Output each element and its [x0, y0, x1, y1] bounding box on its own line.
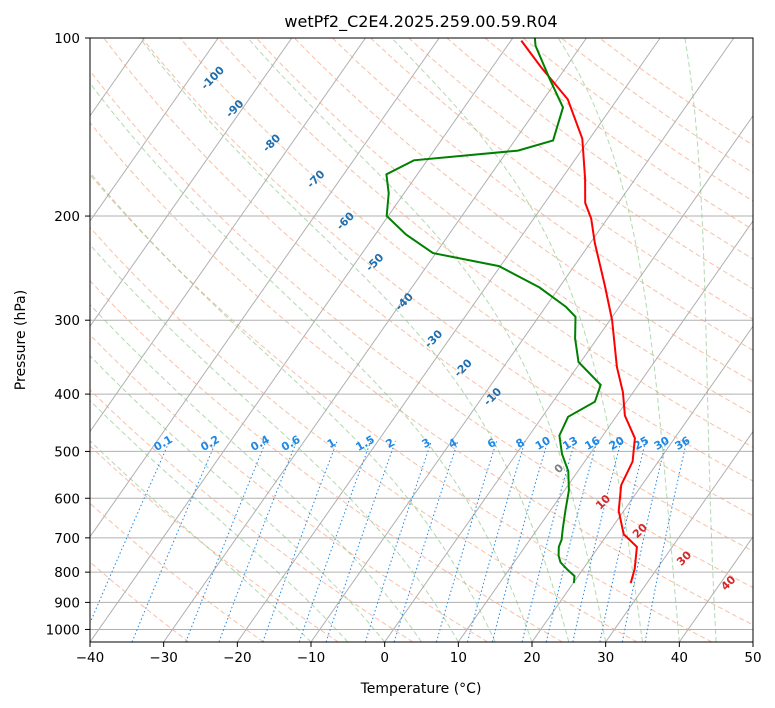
moist-adiabat-line: [391, 38, 643, 642]
y-axis-label: Pressure (hPa): [13, 290, 29, 390]
isotherm-line: [457, 220, 753, 642]
moist-adiabat-line: [90, 243, 459, 642]
y-tick-label: 700: [54, 531, 80, 547]
dry-adiabat-line: [90, 561, 190, 642]
mixing-ratio-line: [364, 440, 433, 642]
x-tick-label: −40: [76, 650, 105, 666]
x-axis-label: Temperature (°C): [360, 681, 482, 697]
mixing-ratio-line: [644, 440, 688, 642]
mixing-ratio-line: [90, 440, 171, 625]
mixing-ratio-line: [435, 440, 498, 642]
x-tick-label: −20: [223, 650, 252, 666]
dry-adiabat-line: [90, 279, 563, 642]
isotherm-line: [90, 38, 440, 538]
mixing-ratio-line: [572, 440, 622, 642]
dry-adiabat-line: [103, 38, 753, 552]
y-tick-label: 200: [54, 209, 80, 225]
moist-adiabat-line: [684, 38, 717, 642]
mixing-ratio-line: [467, 440, 526, 642]
x-tick-label: 20: [523, 650, 540, 666]
y-tick-label: 400: [54, 387, 80, 403]
isotherm-line: [384, 114, 753, 642]
isotherm-line: [163, 38, 587, 642]
mixing-ratio-line: [599, 440, 647, 642]
isotherm-line: [605, 430, 753, 642]
moist-adiabat-line: [90, 82, 533, 642]
dewpoint-profile-line: [385, 38, 602, 584]
x-tick-label: 30: [597, 650, 614, 666]
dry-adiabat-line: [90, 334, 488, 642]
dry-adiabat-line: [141, 38, 753, 517]
y-tick-label: 800: [54, 565, 80, 581]
y-axis: 100 200 300 400 500 600 700 800 900 1000: [46, 31, 90, 638]
moist-adiabat-line: [90, 399, 349, 642]
mixing-ratio-line: [491, 440, 549, 642]
chart-title: wetPf2_C2E4.2025.259.00.59.R04: [284, 12, 557, 32]
isotherm-line: [90, 38, 293, 328]
moist-adiabat-line: [90, 303, 422, 642]
mixing-ratio-line: [521, 440, 576, 642]
mixing-ratio-line: [262, 440, 338, 642]
mixing-ratio-line: [621, 440, 667, 642]
y-tick-label: 600: [54, 491, 80, 507]
y-tick-label: 500: [54, 444, 80, 460]
y-tick-label: 100: [54, 31, 80, 47]
x-axis: −40 −30 −20 −10 0 10 20 30 40 50: [76, 642, 762, 666]
mixing-ratio-line: [131, 440, 217, 642]
dry-adiabat-line: [90, 121, 753, 626]
x-tick-label: 40: [671, 650, 688, 666]
dry-adiabat-line: [90, 70, 753, 589]
dry-adiabat-line: [332, 38, 753, 351]
moist-adiabat-line: [247, 38, 607, 642]
isotherm-line: [90, 38, 514, 642]
isotherm-line: [678, 535, 753, 642]
moist-adiabat-line: [557, 38, 680, 642]
plot-frame: [89, 37, 754, 643]
x-tick-label: 0: [380, 650, 389, 666]
dry-adiabat-line: [217, 38, 753, 448]
isotherm-line: [90, 38, 219, 222]
isotherm-line: [90, 38, 366, 433]
moist-adiabat-line: [90, 171, 496, 642]
isotherm-line: [531, 325, 753, 642]
y-tick-label: 900: [54, 595, 80, 611]
x-tick-label: −30: [149, 650, 178, 666]
x-tick-label: −10: [297, 650, 326, 666]
dry-adiabat-line: [179, 38, 753, 482]
mixing-ratio-line: [298, 440, 372, 642]
x-tick-label: 10: [450, 650, 467, 666]
isotherm-line: [310, 38, 735, 642]
x-tick-label: 50: [744, 650, 761, 666]
y-tick-label: 1000: [46, 622, 80, 638]
mixing-ratio-line: [393, 440, 459, 642]
mixing-ratio-line: [545, 440, 598, 642]
dry-adiabat-line: [90, 389, 414, 642]
dry-adiabat-line: [370, 38, 753, 320]
y-tick-label: 300: [54, 313, 80, 329]
isotherm-line: [236, 38, 661, 642]
temperature-profile-line: [520, 40, 638, 584]
moist-adiabat-line: [139, 38, 570, 642]
moist-adiabat-line: [90, 355, 386, 642]
